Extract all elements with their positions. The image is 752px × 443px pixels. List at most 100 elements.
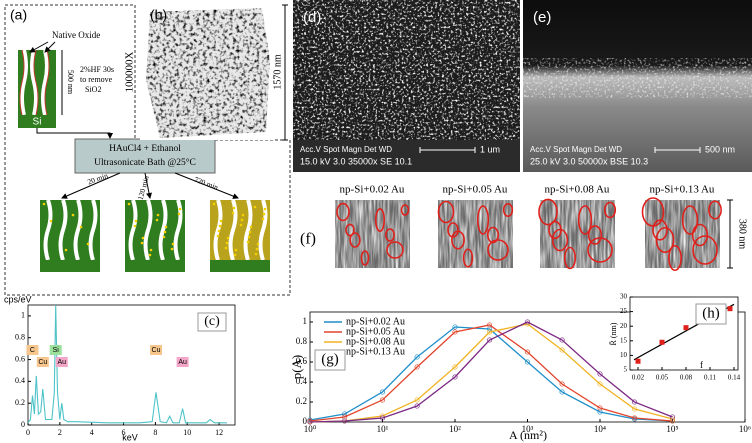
legend-label: np-Si+0.02 Au bbox=[346, 316, 405, 327]
data-point bbox=[524, 359, 531, 365]
time-label: 120 min bbox=[136, 174, 151, 201]
gold-particle bbox=[224, 246, 228, 250]
particle-ring bbox=[587, 225, 603, 245]
gold-particle bbox=[156, 213, 160, 217]
gold-particle bbox=[256, 242, 260, 246]
gold-particle bbox=[148, 253, 152, 257]
y-tick-label: 0.2 bbox=[296, 396, 307, 406]
panel-a-border bbox=[4, 4, 291, 296]
x-tick-label: 0 bbox=[26, 428, 30, 437]
particle-ring bbox=[587, 237, 613, 263]
element-label: Cu bbox=[38, 359, 47, 366]
data-point bbox=[342, 414, 348, 420]
sem-header: Acc.V Spot Magn Det WD bbox=[530, 145, 622, 154]
panel-label: (d) bbox=[303, 9, 321, 26]
data-point bbox=[632, 415, 638, 421]
data-point bbox=[597, 381, 603, 387]
data-point bbox=[452, 374, 458, 380]
gold-particle bbox=[216, 234, 220, 238]
particle-ring bbox=[563, 246, 577, 270]
sample-label: np-Si+0.08 Au bbox=[545, 184, 610, 196]
gold-particle bbox=[177, 212, 181, 216]
particle-ring bbox=[538, 198, 558, 226]
gold-particle bbox=[49, 219, 53, 223]
pore bbox=[43, 199, 53, 261]
gold-particle bbox=[149, 248, 153, 252]
process-text: HAuCl4 + Ethanol bbox=[109, 144, 181, 154]
process-text: Ultrasonicate Bath @25°C bbox=[94, 157, 196, 168]
gold-particle bbox=[217, 229, 221, 233]
gold-particle bbox=[232, 206, 236, 210]
gold-particle bbox=[127, 202, 131, 206]
particle-ring bbox=[336, 202, 350, 222]
pore bbox=[158, 199, 168, 261]
gold-particle bbox=[225, 241, 229, 245]
data-point bbox=[414, 364, 420, 370]
hf-step: SiO2 bbox=[85, 85, 101, 94]
data-line bbox=[309, 321, 673, 423]
particle-ring bbox=[652, 219, 668, 241]
particle-ring bbox=[349, 232, 361, 248]
y-tick-label: 0.8 bbox=[296, 336, 308, 346]
data-line bbox=[309, 324, 673, 422]
gold-particle bbox=[171, 242, 175, 246]
data-point bbox=[452, 364, 458, 370]
particle-ring bbox=[400, 204, 410, 216]
treated-columns bbox=[40, 199, 270, 272]
y-axis-title: p(A) bbox=[289, 355, 304, 380]
sem-header: Acc.V Spot Magn Det WD bbox=[300, 145, 392, 154]
scale-label: 1570 nm bbox=[272, 54, 283, 90]
sem-settings: 15.0 kV 3.0 35000x SE 10.1 bbox=[300, 156, 412, 166]
element-tag bbox=[49, 345, 62, 355]
particle-ring bbox=[486, 226, 500, 244]
data-line bbox=[309, 326, 673, 422]
sample-label: np-Si+0.13 Au bbox=[650, 184, 715, 196]
panel-label-box bbox=[197, 312, 227, 332]
particle-ring bbox=[476, 205, 490, 235]
y-tick-label: 0.6 bbox=[15, 354, 25, 363]
element-tag bbox=[55, 357, 68, 367]
x-axis-title: A (nm²) bbox=[509, 428, 547, 442]
particle-ring bbox=[603, 201, 617, 219]
y-tick-label: 30 bbox=[620, 293, 628, 301]
x-tick-label: 2 bbox=[58, 428, 62, 437]
y-axis-title: cps/eV bbox=[4, 294, 32, 304]
gold-particle bbox=[226, 236, 230, 240]
substrate-label: Si bbox=[33, 117, 42, 128]
data-point bbox=[414, 354, 420, 360]
x-tick-label: 10⁴ bbox=[594, 424, 606, 434]
pore bbox=[128, 199, 138, 261]
y-tick-label: 0.8 bbox=[15, 333, 25, 342]
sem-settings: 25.0 kV 3.0 50000x BSE 10.3 bbox=[530, 156, 648, 166]
panel-label: (e) bbox=[533, 9, 551, 26]
scale-label: 1 um bbox=[480, 144, 500, 154]
particle-ring bbox=[681, 205, 699, 235]
element-tag bbox=[26, 345, 39, 355]
element-tag bbox=[150, 345, 163, 355]
particle-ring bbox=[386, 241, 404, 259]
particle-ring bbox=[708, 200, 722, 220]
panel-label: (a) bbox=[10, 7, 27, 23]
gold-particle bbox=[212, 202, 216, 206]
panel-label-box bbox=[314, 349, 346, 371]
panel-label: (f) bbox=[300, 231, 316, 248]
panel-label: (b) bbox=[150, 7, 167, 23]
scale-label: 380 nm bbox=[737, 219, 748, 250]
data-point bbox=[342, 411, 348, 417]
particle-ring bbox=[487, 239, 509, 261]
panel-b: (b) 100000X 1570 nm bbox=[124, 4, 288, 141]
particle-ring bbox=[437, 200, 455, 224]
pore bbox=[213, 199, 223, 261]
gold-particle bbox=[240, 218, 244, 222]
gold-particle bbox=[219, 219, 223, 223]
gold-particle bbox=[133, 224, 137, 228]
element-tag bbox=[36, 357, 49, 367]
data-point bbox=[414, 397, 420, 403]
process-box bbox=[74, 138, 216, 174]
pore bbox=[243, 199, 253, 261]
pore bbox=[88, 199, 98, 261]
gold-particle bbox=[263, 207, 267, 211]
x-tick-label: 0.05 bbox=[656, 374, 669, 382]
element-label: Au bbox=[57, 359, 66, 366]
